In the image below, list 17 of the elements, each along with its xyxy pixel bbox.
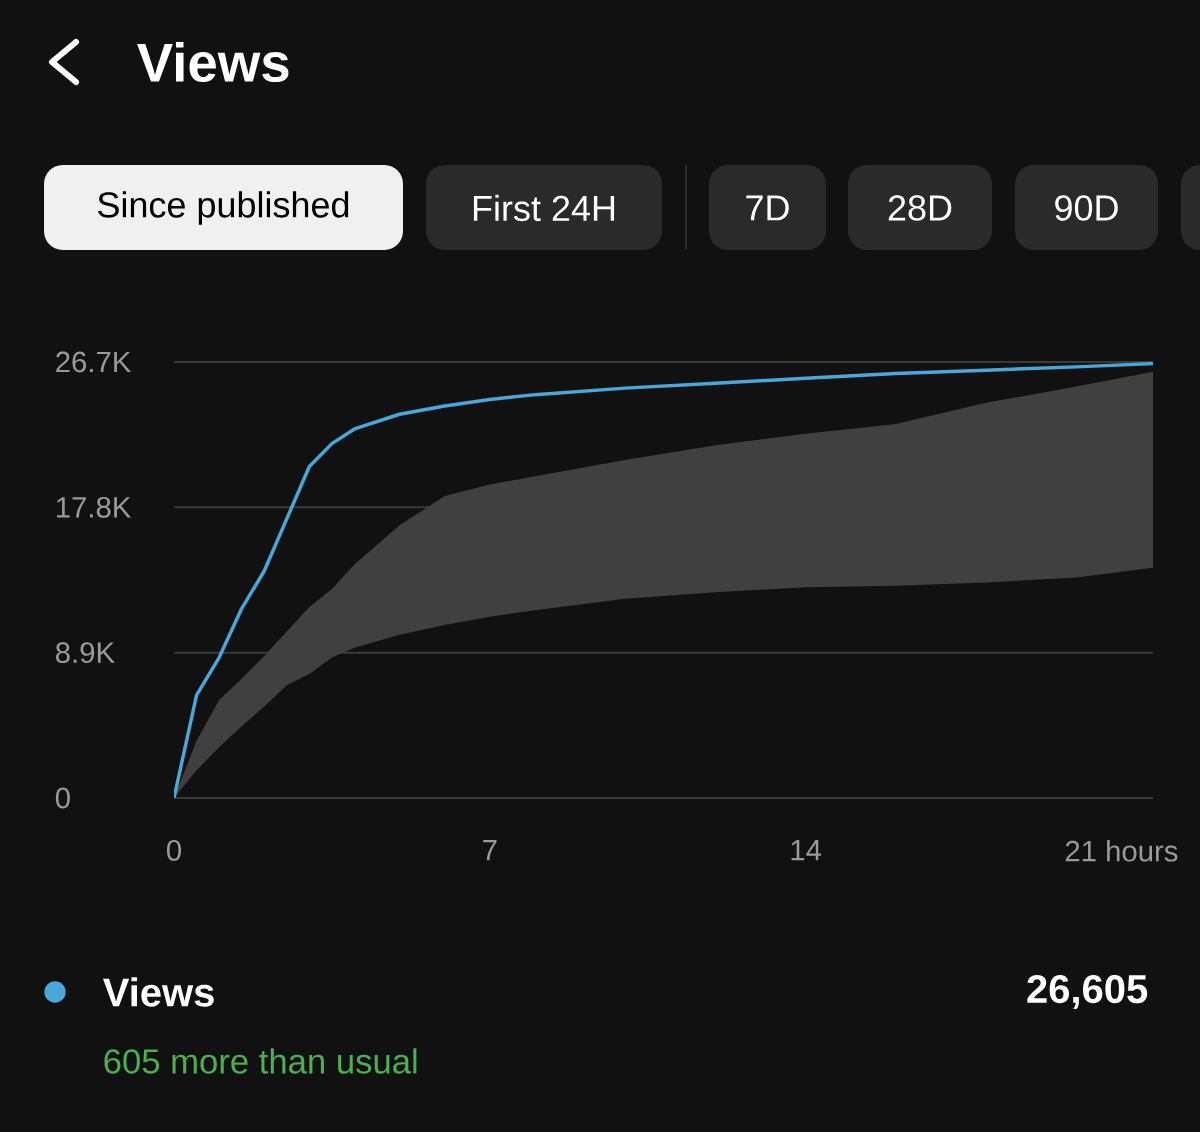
y-tick-label: 17.8K	[56, 496, 132, 518]
x-tick-label: 21 hours	[1065, 840, 1178, 862]
text: 7D	[746, 195, 789, 221]
chart-title: Views	[137, 41, 289, 83]
y-tick-label: 0	[55, 787, 70, 809]
text: 90D	[1055, 195, 1118, 221]
text: Since published	[98, 191, 349, 225]
x-tick-label: 0	[167, 840, 182, 861]
legend-label: Views	[102, 977, 214, 1007]
text: 26,605	[1027, 974, 1148, 1010]
x-tick-label: 7	[483, 840, 497, 861]
y-tick-label: 8.9K	[55, 642, 115, 664]
text: 28D	[888, 195, 952, 221]
y-tick-label: 26.7K	[56, 351, 132, 373]
x-tick-label: 14	[791, 840, 822, 861]
text: First 24H	[473, 194, 615, 222]
text: 605 more than usual	[104, 1048, 417, 1074]
